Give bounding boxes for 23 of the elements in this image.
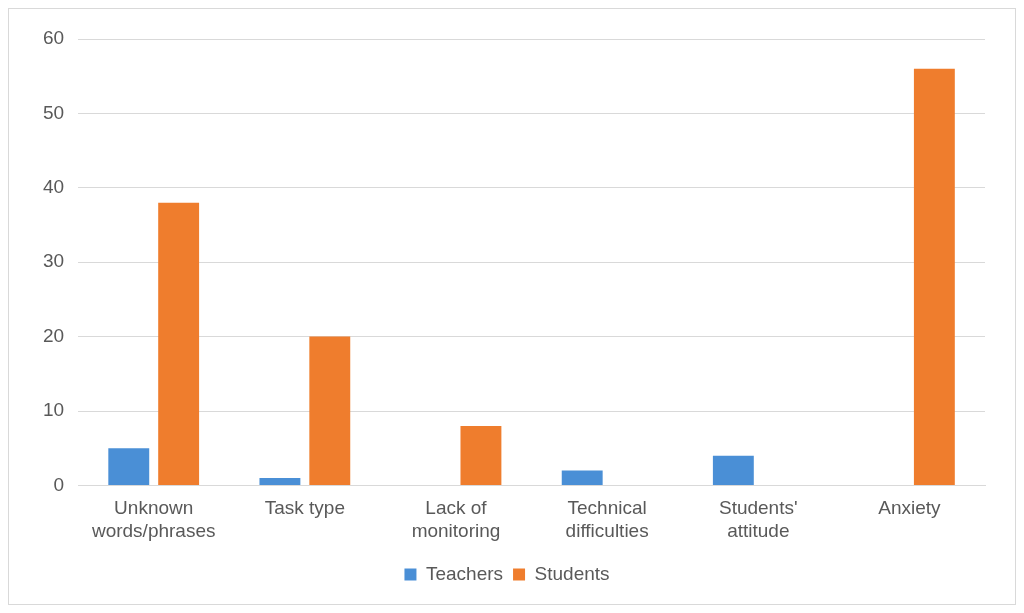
bar (460, 425, 502, 485)
y-tick-label: 10 (42, 399, 65, 421)
bar (158, 202, 200, 485)
y-tick-label: 20 (42, 324, 65, 346)
x-tick-label: Task type (264, 497, 345, 519)
x-tick-label: Technical difficulties (565, 497, 649, 541)
legend-label: Teachers (425, 562, 504, 584)
bar (259, 477, 301, 485)
y-tick-label: 60 (42, 27, 65, 49)
bar (712, 455, 754, 485)
bar (913, 68, 955, 485)
bar (108, 448, 150, 485)
x-tick-label: Lack of monitoring (411, 497, 501, 541)
legend-label: Students (534, 562, 610, 584)
y-tick-label: 30 (42, 250, 65, 272)
y-tick-label: 0 (53, 473, 65, 495)
y-tick-label: 40 (42, 176, 65, 198)
bar (561, 470, 603, 485)
y-tick-label: 50 (42, 101, 65, 123)
x-tick-label: Unknown words/phrases (90, 497, 216, 541)
bar (309, 336, 351, 485)
x-tick-label: Anxiety (878, 497, 942, 519)
x-tick-label: Students' attitude (718, 497, 798, 541)
